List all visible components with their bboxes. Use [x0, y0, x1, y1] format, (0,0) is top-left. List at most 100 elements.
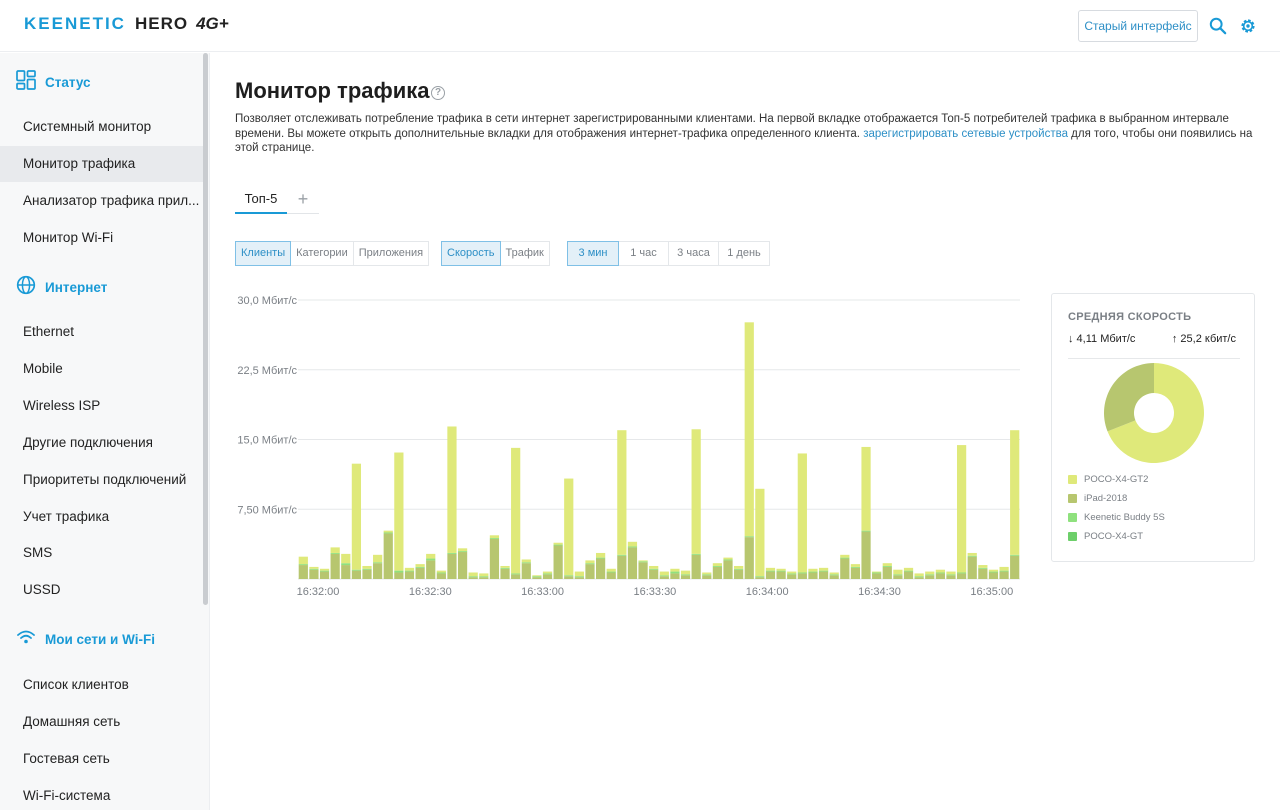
sidebar-item-wireless-isp[interactable]: Wireless ISP — [23, 398, 101, 413]
clients-donut-chart — [1104, 363, 1204, 463]
chart-bar — [850, 567, 861, 579]
chart-bar — [468, 577, 478, 579]
chart-bar — [479, 576, 489, 578]
option-clients[interactable]: Клиенты — [235, 241, 292, 266]
sidebar-item-ussd[interactable]: USSD — [23, 582, 61, 597]
chart-bar — [882, 563, 892, 566]
chart-bar — [680, 575, 691, 579]
option-3-min[interactable]: 3 мин — [567, 241, 619, 266]
sidebar-item-system-monitor[interactable]: Системный монитор — [23, 119, 152, 134]
chart-bar — [585, 560, 595, 564]
option-traffic[interactable]: Трафик — [500, 241, 550, 266]
chart-bar — [638, 561, 648, 563]
option-speed[interactable]: Скорость — [441, 241, 501, 266]
chart-bar — [882, 566, 892, 579]
legend-item: iPad-2018 — [1068, 491, 1127, 505]
chart-bar — [574, 577, 584, 579]
chart-bar — [511, 573, 521, 575]
sidebar-item-mobile[interactable]: Mobile — [23, 361, 63, 376]
chart-bar — [500, 568, 510, 579]
traffic-chart: 30,0 Мбит/с 22,5 Мбит/с 15,0 Мбит/с 7,50 Мб… — [237, 295, 1020, 598]
legend-swatch — [1068, 531, 1077, 541]
chart-bar — [649, 568, 659, 570]
chart-bar — [765, 567, 776, 571]
option-1-day[interactable]: 1 день — [719, 241, 770, 266]
option-categories[interactable]: Категории — [291, 241, 354, 266]
sidebar-item-wifi-system[interactable]: Wi-Fi-система — [23, 788, 111, 803]
sidebar-item-connection-priorities[interactable]: Приоритеты подключений — [23, 472, 187, 487]
chart-bar — [436, 572, 446, 574]
add-tab-button[interactable]: + — [287, 186, 319, 214]
chart-bar — [978, 568, 988, 579]
sidebar-section-my-networks[interactable]: Мои сети и Wi-Fi — [16, 627, 155, 651]
chart-bar — [404, 570, 415, 572]
chart-bar — [691, 554, 701, 579]
chart-bar — [744, 322, 754, 537]
donut-slice — [1104, 363, 1154, 432]
sidebar-item-wifi-monitor[interactable]: Монитор Wi-Fi — [23, 230, 114, 245]
sidebar-scrollbar[interactable] — [203, 53, 208, 605]
average-speed-title: СРЕДНЯЯ СКОРОСТЬ — [1068, 311, 1192, 323]
chart-bar — [553, 542, 563, 545]
chart-bar — [670, 573, 680, 579]
chart-bar — [521, 562, 531, 564]
register-devices-link[interactable]: зарегистрировать сетевые устройства — [863, 127, 1068, 140]
chart-bar — [436, 573, 446, 579]
chart-bar — [362, 569, 372, 579]
chart-bar — [797, 573, 807, 579]
sidebar-item-sms[interactable]: SMS — [23, 545, 53, 560]
old-interface-button[interactable]: Старый интерфейс — [1078, 10, 1198, 42]
chart-bar — [585, 563, 595, 565]
sidebar-section-status[interactable]: Статус — [16, 69, 91, 95]
search-icon[interactable] — [1207, 15, 1229, 37]
x-tick-label: 16:33:30 — [633, 586, 676, 598]
chart-bar — [999, 566, 1009, 571]
chart-bar — [394, 452, 404, 571]
chart-bar — [617, 555, 627, 579]
chart-bar — [426, 558, 436, 561]
legend-item: POCO-X4-GT2 — [1068, 472, 1148, 486]
metric-selector: Скорость Трафик — [441, 241, 550, 266]
chart-bar — [574, 571, 584, 577]
option-3-hours[interactable]: 3 часа — [669, 241, 719, 266]
sidebar-section-label: Статус — [45, 74, 91, 90]
chart-bar — [829, 575, 839, 579]
chart-bar — [627, 546, 638, 548]
keenetic-logo[interactable]: KEENETIC HERO 4G+ — [24, 14, 229, 38]
sidebar-item-traffic-accounting[interactable]: Учет трафика — [23, 509, 110, 524]
sidebar-section-internet[interactable]: Интернет — [16, 275, 107, 299]
dashboard-icon — [16, 69, 36, 95]
sidebar-item-guest-network[interactable]: Гостевая сеть — [23, 751, 110, 766]
help-icon[interactable]: ? — [431, 86, 445, 100]
option-1-hour[interactable]: 1 час — [619, 241, 669, 266]
gear-icon[interactable] — [1237, 15, 1259, 37]
x-tick-label: 16:32:00 — [297, 586, 340, 598]
chart-bar — [319, 568, 330, 571]
sidebar-item-home-network[interactable]: Домашняя сеть — [23, 714, 121, 729]
chart-bar — [914, 576, 924, 578]
tab-top5[interactable]: Топ-5 — [235, 186, 287, 214]
sidebar-item-client-list[interactable]: Список клиентов — [23, 677, 129, 692]
chart-bar — [457, 551, 468, 553]
chart-bar — [755, 576, 765, 578]
chart-bar — [840, 554, 850, 558]
option-applications[interactable]: Приложения — [353, 241, 430, 266]
chart-bar — [627, 547, 638, 579]
chart-bar — [797, 453, 807, 573]
chart-bar — [298, 565, 308, 579]
chart-bar — [532, 576, 542, 578]
sidebar-item-ethernet[interactable]: Ethernet — [23, 324, 75, 339]
chart-bar — [606, 571, 616, 573]
sidebar-item-other-connections[interactable]: Другие подключения — [23, 435, 153, 450]
sidebar-item-traffic-monitor[interactable]: Монитор трафика — [0, 146, 203, 182]
sidebar-item-app-traffic-analyzer[interactable]: Анализатор трафика прил... — [23, 193, 200, 208]
chart-bar — [553, 544, 563, 546]
chart-bar — [627, 541, 638, 547]
chart-bar — [978, 567, 988, 569]
chart-bar — [585, 564, 595, 579]
chart-bar — [861, 531, 871, 579]
chart-bar — [787, 574, 797, 579]
chart-bar — [415, 567, 425, 579]
page-description: Позволяет отслеживать потребление трафик… — [235, 112, 1260, 156]
chart-bar — [946, 571, 956, 575]
